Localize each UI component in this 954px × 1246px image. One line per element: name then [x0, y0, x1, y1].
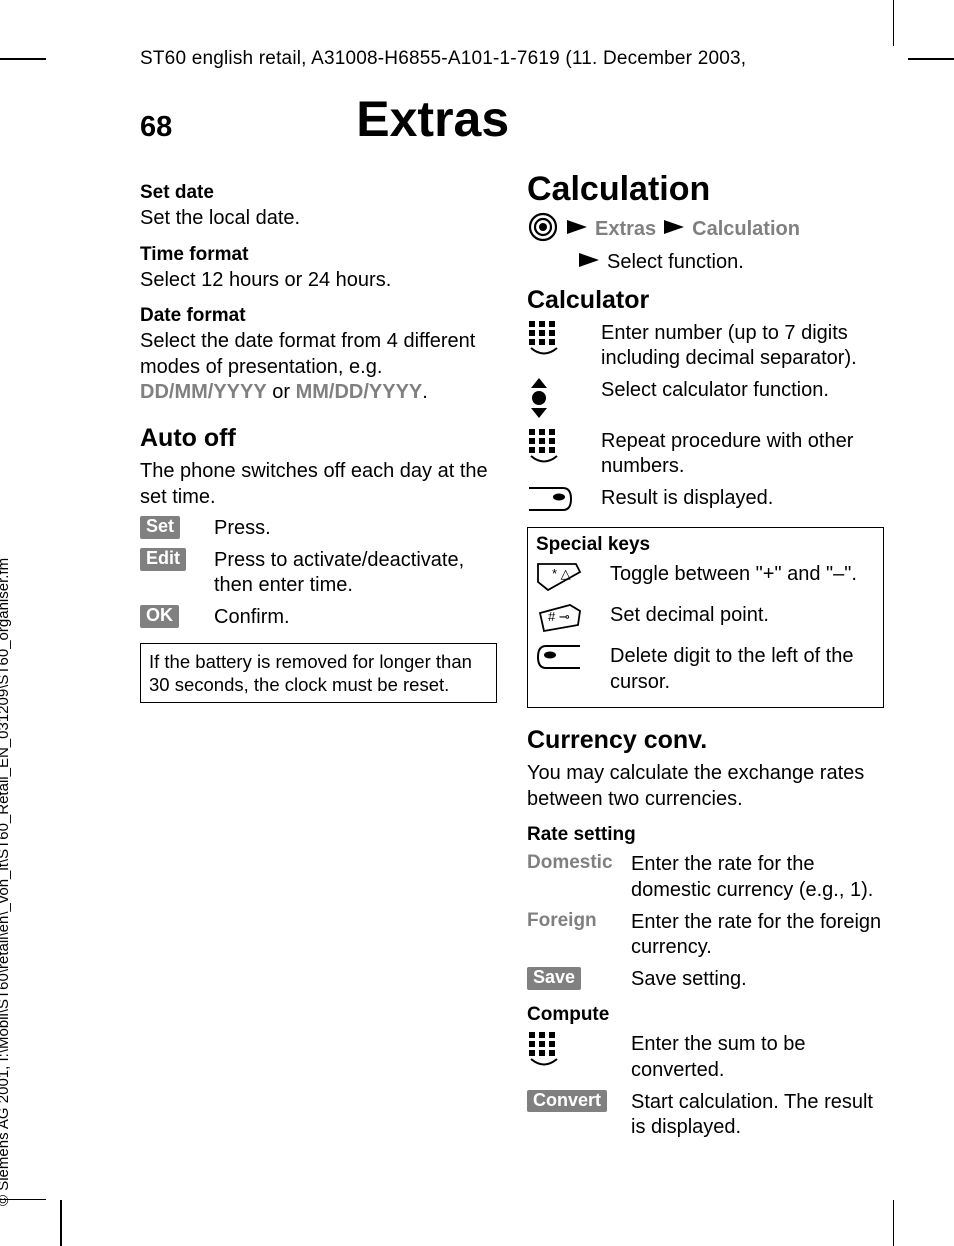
- keypad-icon: [527, 1032, 561, 1073]
- svg-text:# ⊸: # ⊸: [548, 609, 570, 624]
- heading-calculation: Calculation: [527, 170, 884, 209]
- text: Enter number (up to 7 digits including d…: [601, 321, 884, 372]
- special-row-star: * △ Toggle between "+" and "–".: [536, 562, 875, 597]
- star-key-icon: * △: [536, 562, 582, 597]
- text-auto-off-intro: The phone switches off each day at the s…: [140, 459, 497, 510]
- spine-text: © Siemens AG 2001, I:\Mobil\ST60\retail\…: [0, 558, 12, 1206]
- arrow-icon: [567, 220, 587, 239]
- rate-row-domestic: Domestic Enter the rate for the domestic…: [527, 852, 884, 903]
- special-row-left: Delete digit to the left of the cursor.: [536, 644, 875, 695]
- text: Enter the sum to be converted.: [631, 1032, 884, 1083]
- right-key-icon: [527, 486, 573, 517]
- row-set: Set Press.: [140, 516, 497, 542]
- softkey-ok: OK: [140, 605, 179, 628]
- text: Toggle between "+" and "–".: [610, 562, 875, 588]
- calc-row-enter: Enter number (up to 7 digits including d…: [527, 321, 884, 372]
- heading-currency-conv: Currency conv.: [527, 726, 884, 755]
- text: Start calculation. The result is display…: [631, 1090, 884, 1141]
- svg-text:* △: * △: [552, 566, 571, 581]
- nav-path-2: Select function.: [579, 250, 884, 276]
- label-foreign: Foreign: [527, 910, 597, 931]
- heading-auto-off: Auto off: [140, 424, 497, 453]
- heading-set-date: Set date: [140, 182, 497, 204]
- text-set-date: Set the local date.: [140, 206, 497, 232]
- nav-path: Extras Calculation: [527, 211, 884, 248]
- menu-key-icon: [527, 211, 559, 248]
- row-edit: Edit Press to activate/deactivate, then …: [140, 548, 497, 599]
- text: Enter the rate for the foreign currency.: [631, 910, 884, 961]
- right-column: Calculation Extras Calculation Select: [527, 170, 884, 1143]
- text: Press to activate/deactivate, then enter…: [214, 548, 497, 599]
- calc-row-repeat: Repeat procedure with other numbers.: [527, 429, 884, 480]
- left-key-icon: [536, 644, 582, 675]
- text: or: [267, 381, 296, 403]
- up-down-icon: [527, 378, 551, 423]
- heading-date-format: Date format: [140, 305, 497, 327]
- calc-row-select-fn: Select calculator function.: [527, 378, 884, 423]
- heading-special-keys: Special keys: [536, 534, 875, 556]
- label-domestic: Domestic: [527, 852, 613, 873]
- option-ddmmyyyy: DD/MM/YYYY: [140, 381, 267, 403]
- keypad-icon: [527, 321, 561, 362]
- arrow-icon: [579, 253, 599, 272]
- nav-extras: Extras: [595, 218, 656, 241]
- compute-row-convert: Convert Start calculation. The result is…: [527, 1090, 884, 1141]
- text: .: [422, 381, 428, 403]
- special-row-hash: # ⊸ Set decimal point.: [536, 603, 875, 638]
- left-column: Set date Set the local date. Time format…: [140, 170, 497, 1143]
- text: Save setting.: [631, 967, 884, 993]
- running-head: ST60 english retail, A31008-H6855-A101-1…: [140, 48, 884, 70]
- arrow-icon: [664, 220, 684, 239]
- calc-row-result: Result is displayed.: [527, 486, 884, 517]
- special-keys-box: Special keys * △ Toggle between "+" and …: [527, 527, 884, 708]
- text-date-format: Select the date format from 4 different …: [140, 329, 497, 406]
- text: Enter the rate for the domestic currency…: [631, 852, 884, 903]
- rate-row-save: Save Save setting.: [527, 967, 884, 993]
- text-currency-intro: You may calculate the exchange rates bet…: [527, 761, 884, 812]
- heading-rate-setting: Rate setting: [527, 824, 884, 846]
- keypad-icon: [527, 429, 561, 470]
- softkey-edit: Edit: [140, 548, 186, 571]
- text: Set decimal point.: [610, 603, 875, 629]
- softkey-convert: Convert: [527, 1090, 607, 1113]
- text-time-format: Select 12 hours or 24 hours.: [140, 268, 497, 294]
- row-ok: OK Confirm.: [140, 605, 497, 631]
- softkey-save: Save: [527, 967, 581, 990]
- option-mmddyyyy: MM/DD/YYYY: [296, 381, 423, 403]
- nav-select-function: Select function.: [607, 250, 744, 276]
- hash-key-icon: # ⊸: [536, 603, 582, 638]
- text: Confirm.: [214, 605, 497, 631]
- note-battery: If the battery is removed for longer tha…: [140, 643, 497, 703]
- text: Repeat procedure with other numbers.: [601, 429, 884, 480]
- text: Select calculator function.: [601, 378, 884, 404]
- text: Select the date format from 4 different …: [140, 330, 475, 378]
- heading-time-format: Time format: [140, 244, 497, 266]
- text: Press.: [214, 516, 497, 542]
- rate-row-foreign: Foreign Enter the rate for the foreign c…: [527, 910, 884, 961]
- chapter-title: Extras: [356, 90, 509, 148]
- heading-compute: Compute: [527, 1004, 884, 1026]
- heading-calculator: Calculator: [527, 286, 884, 315]
- text: Result is displayed.: [601, 486, 884, 512]
- nav-calculation: Calculation: [692, 218, 800, 241]
- text: Delete digit to the left of the cursor.: [610, 644, 875, 695]
- page-number: 68: [140, 111, 172, 144]
- softkey-set: Set: [140, 516, 180, 539]
- compute-row-enter: Enter the sum to be converted.: [527, 1032, 884, 1083]
